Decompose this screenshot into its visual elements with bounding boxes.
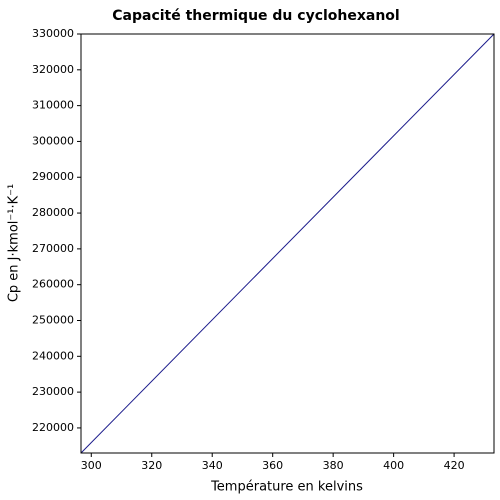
x-tick-label: 420: [444, 459, 465, 472]
y-tick-label: 280000: [32, 206, 74, 219]
y-axis-label: Cp en J·kmol⁻¹·K⁻¹: [7, 184, 22, 302]
y-tick-label: 240000: [32, 349, 74, 362]
plot-frame: [80, 33, 495, 454]
y-tick-label: 250000: [32, 313, 74, 326]
chart-title: Capacité thermique du cyclohexanol: [112, 8, 399, 24]
y-tick-label: 260000: [32, 278, 74, 291]
x-tick-label: 320: [141, 459, 162, 472]
x-axis-label: Température en kelvins: [210, 480, 363, 495]
y-tick-label: 270000: [32, 242, 74, 255]
y-tick-label: 290000: [32, 170, 74, 183]
y-tick-label: 230000: [32, 385, 74, 398]
y-tick-label: 320000: [32, 63, 74, 76]
x-tick-label: 300: [81, 459, 102, 472]
x-tick-label: 380: [323, 459, 344, 472]
x-tick-label: 400: [383, 459, 404, 472]
x-tick-label: 340: [202, 459, 223, 472]
y-tick-label: 220000: [32, 421, 74, 434]
x-tick-label: 360: [262, 459, 283, 472]
data-line: [80, 33, 495, 454]
y-tick-label: 330000: [32, 27, 74, 40]
y-tick-label: 310000: [32, 99, 74, 112]
y-tick-label: 300000: [32, 134, 74, 147]
